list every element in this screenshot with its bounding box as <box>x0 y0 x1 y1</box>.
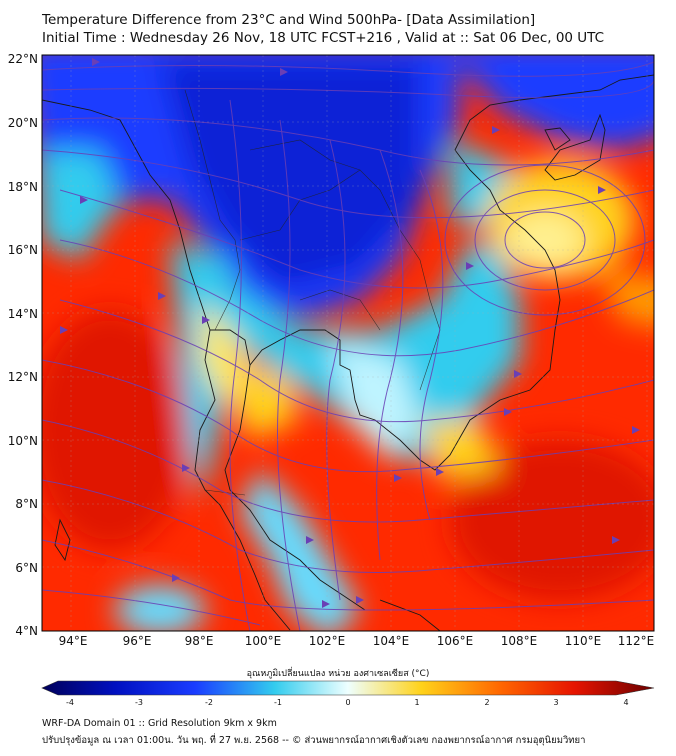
colorbar-tick: 2 <box>484 698 489 707</box>
temperature-field <box>42 55 654 631</box>
lat-label: 18°N <box>8 180 38 194</box>
colorbar: -4 -3 -2 -1 0 1 2 3 4 <box>41 680 655 707</box>
colorbar-tick: -4 <box>66 698 74 707</box>
lat-axis: 22°N 20°N 18°N 16°N 14°N 12°N 10°N 8°N 6… <box>8 52 38 638</box>
lon-label: 112°E <box>618 634 655 648</box>
lat-label: 12°N <box>8 370 38 384</box>
colorbar-tick: -1 <box>274 698 282 707</box>
lon-axis: 94°E 96°E 98°E 100°E 102°E 104°E 106°E 1… <box>59 634 655 648</box>
colorbar-tick: -3 <box>135 698 143 707</box>
map-title-line2: Initial Time : Wednesday 26 Nov, 18 UTC … <box>42 30 605 46</box>
map-title-line1: Temperature Difference from 23°C and Win… <box>42 12 536 28</box>
colorbar-tick: 4 <box>623 698 628 707</box>
lon-label: 102°E <box>309 634 346 648</box>
lon-label: 104°E <box>373 634 410 648</box>
footer-credit: ปรับปรุงข้อมูล ณ เวลา 01:00น. วัน พฤ. ที… <box>42 735 586 746</box>
lat-label: 6°N <box>15 561 38 575</box>
colorbar-bar <box>41 680 655 696</box>
lat-label: 16°N <box>8 243 38 257</box>
colorbar-tick: -2 <box>205 698 213 707</box>
lat-label: 14°N <box>8 307 38 321</box>
colorbar-tick: 3 <box>553 698 558 707</box>
wind-arrows <box>60 58 640 608</box>
lon-label: 106°E <box>437 634 474 648</box>
map-frame <box>41 54 655 632</box>
lon-label: 108°E <box>501 634 538 648</box>
coastline <box>42 74 654 631</box>
lat-label: 4°N <box>15 624 38 638</box>
lat-label: 10°N <box>8 434 38 448</box>
colorbar-tick: 1 <box>414 698 419 707</box>
graticule <box>42 55 654 631</box>
lon-label: 94°E <box>59 634 88 648</box>
wind-streamlines <box>42 61 654 631</box>
lon-label: 110°E <box>565 634 602 648</box>
lon-label: 98°E <box>185 634 214 648</box>
lat-label: 22°N <box>8 52 38 66</box>
lon-label: 96°E <box>123 634 152 648</box>
footer-model-info: WRF-DA Domain 01 :: Grid Resolution 9km … <box>42 718 277 729</box>
lat-label: 20°N <box>8 116 38 130</box>
lon-label: 100°E <box>245 634 282 648</box>
colorbar-label: อุณหภูมิเปลี่ยนแปลง หน่วย องศาเซลเซียส (… <box>246 669 430 679</box>
colorbar-tick: 0 <box>345 698 350 707</box>
lat-label: 8°N <box>15 497 38 511</box>
